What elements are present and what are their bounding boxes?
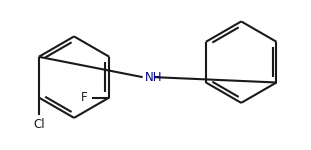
Text: F: F xyxy=(81,91,87,104)
Text: NH: NH xyxy=(145,71,162,84)
Text: Cl: Cl xyxy=(33,118,44,132)
